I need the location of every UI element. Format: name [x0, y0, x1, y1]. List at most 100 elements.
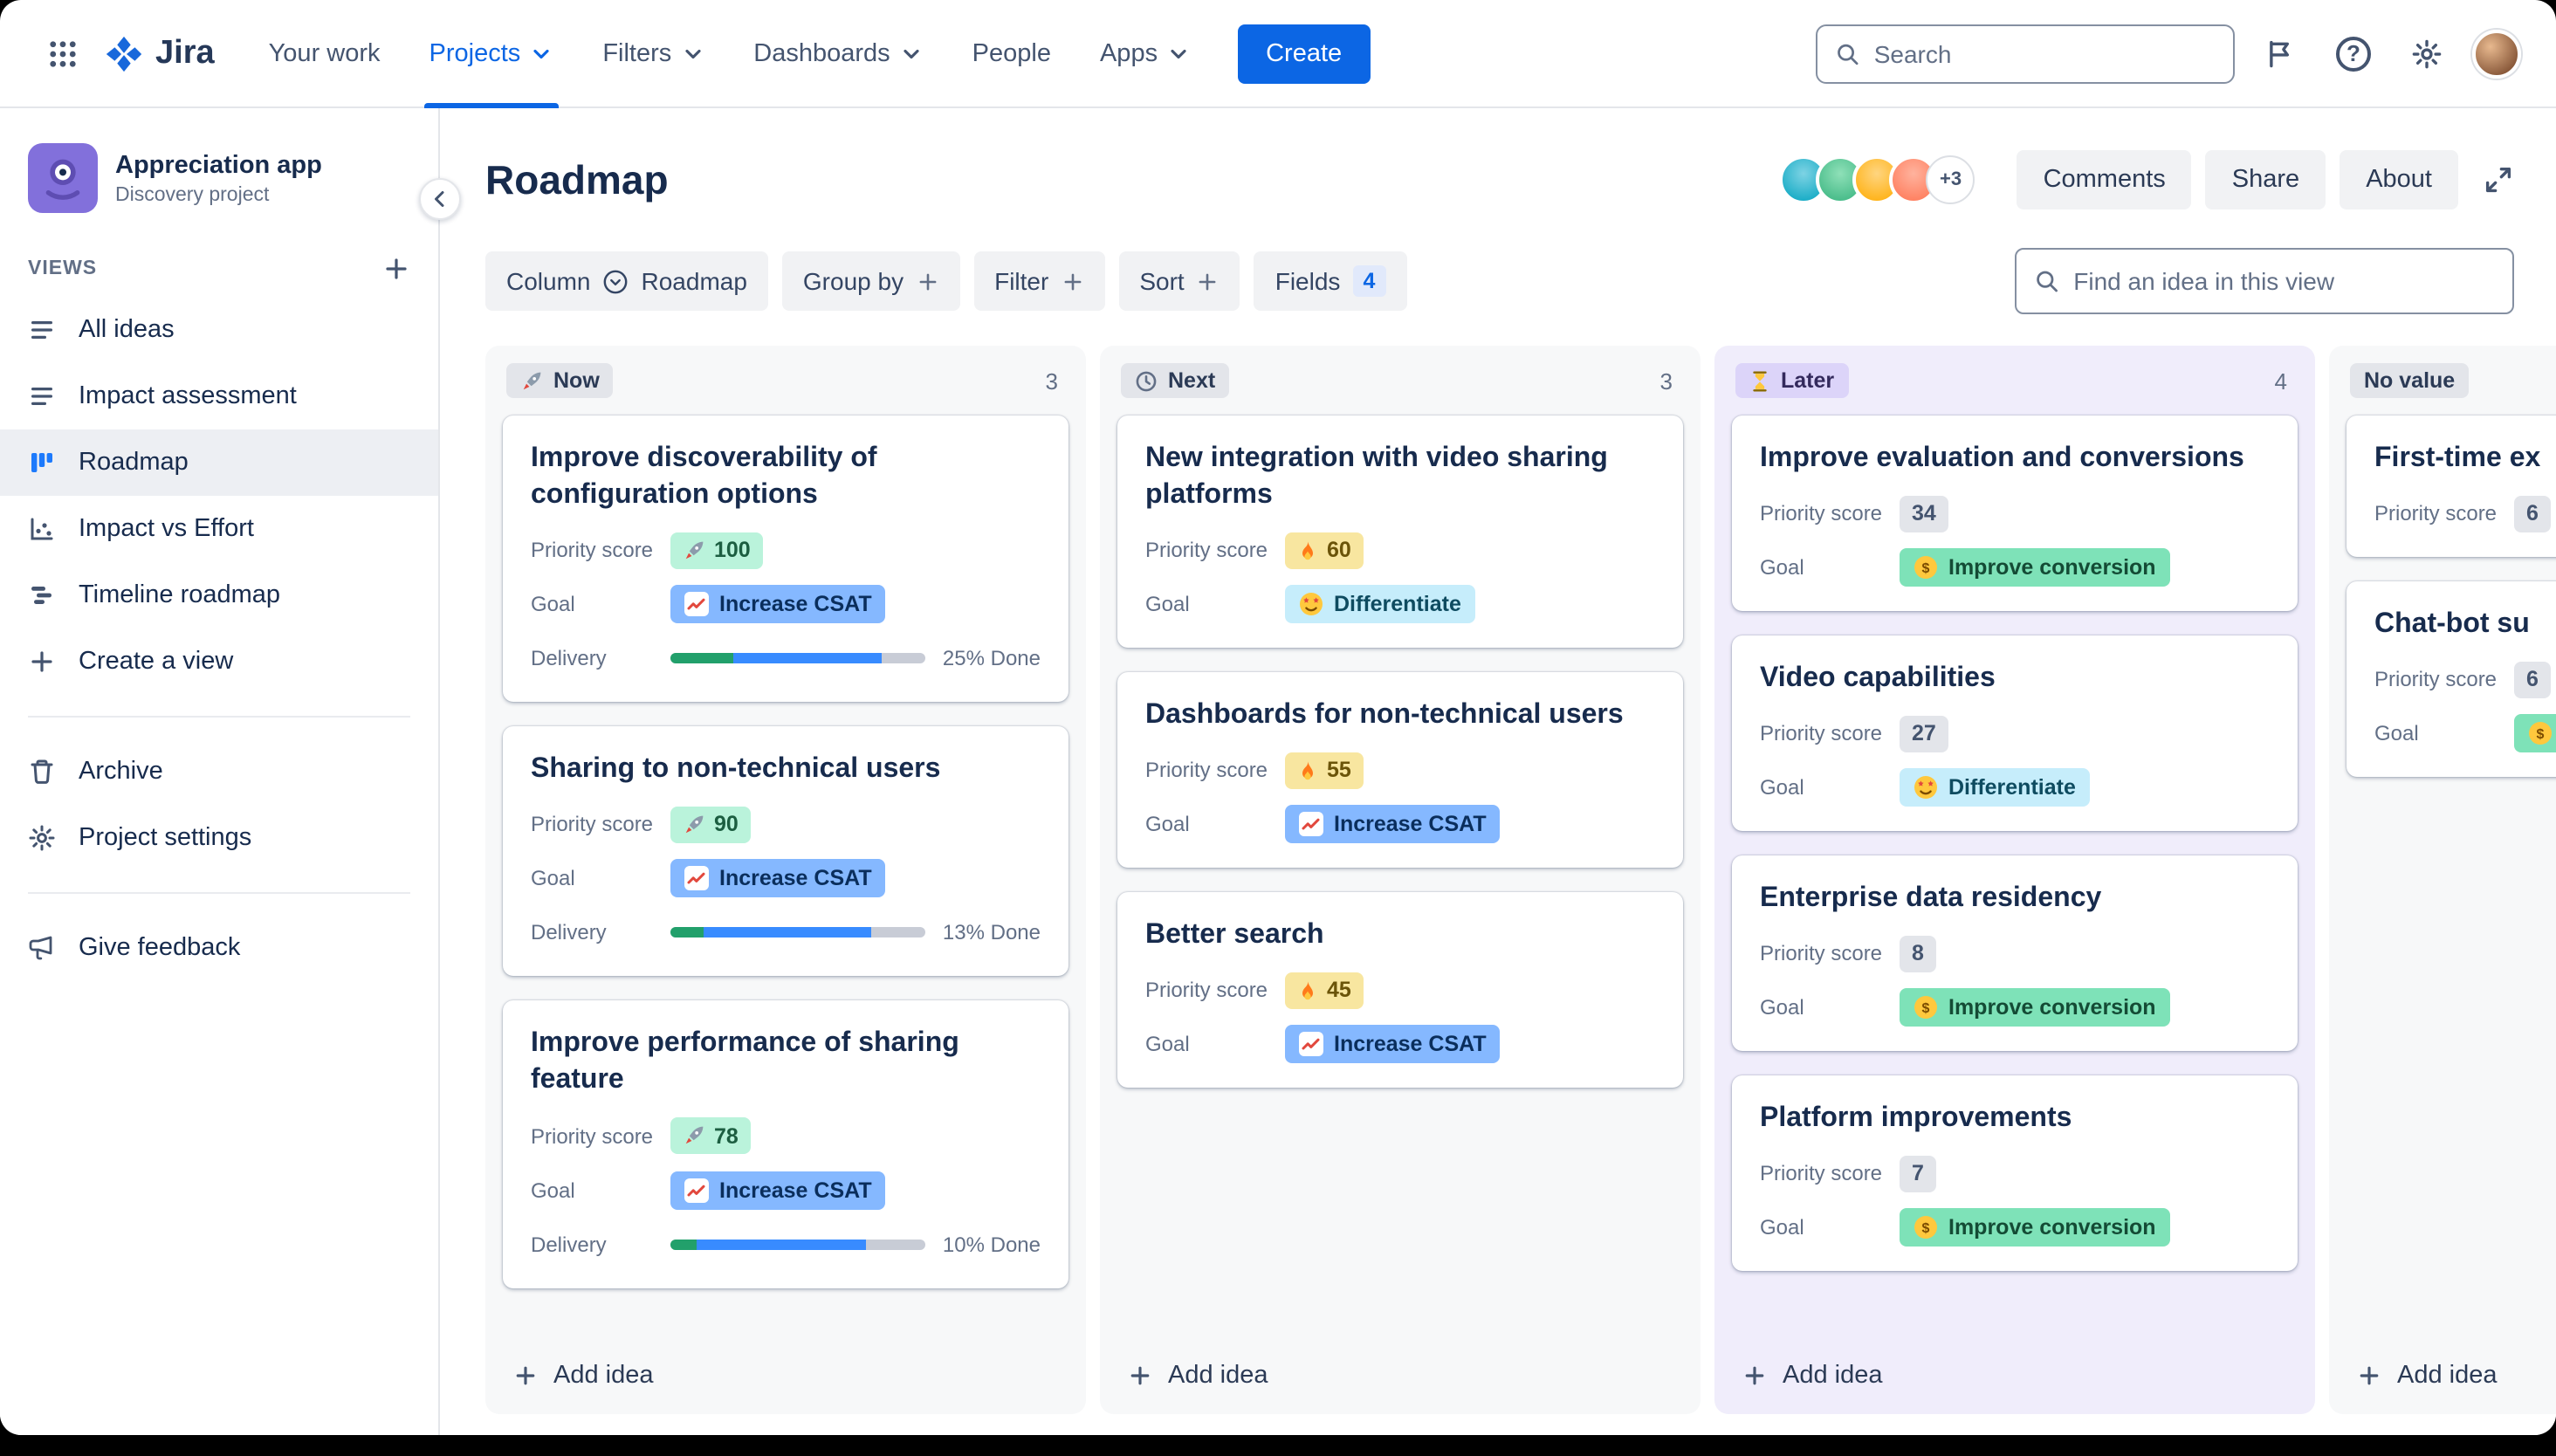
- fullscreen-button[interactable]: [2483, 164, 2514, 196]
- delivery-row: Delivery 25% Done: [531, 639, 1041, 677]
- sidebar-item-impact-assessment[interactable]: Impact assessment: [0, 363, 438, 429]
- field-label: Priority score: [531, 812, 654, 837]
- plus-icon: [918, 272, 936, 290]
- help-button[interactable]: ?: [2326, 25, 2381, 81]
- nav-your-work[interactable]: Your work: [246, 0, 403, 107]
- idea-card[interactable]: Improve performance of sharing feature P…: [503, 1000, 1068, 1288]
- field-label: Priority score: [531, 1123, 654, 1149]
- sidebar-item-give-feedback[interactable]: Give feedback: [0, 915, 438, 981]
- priority-score-badge: 100: [670, 532, 763, 569]
- idea-card[interactable]: Dashboards for non-technical users Prior…: [1117, 672, 1683, 869]
- money-icon: $: [1914, 996, 1937, 1020]
- field-label: Delivery: [531, 646, 607, 671]
- nav-dashboards[interactable]: Dashboards: [731, 0, 945, 107]
- idea-card[interactable]: Chat-bot su Priority score 6 Goal $: [2346, 581, 2556, 778]
- sidebar-item-create-a-view[interactable]: Create a view: [0, 628, 438, 695]
- find-idea-input[interactable]: [2073, 267, 2495, 295]
- sidebar-item-project-settings[interactable]: Project settings: [0, 805, 438, 871]
- column-chip[interactable]: Next: [1121, 363, 1230, 398]
- settings-button[interactable]: [2399, 25, 2455, 81]
- idea-card[interactable]: Improve discoverability of configuration…: [503, 416, 1068, 703]
- nav-filters[interactable]: Filters: [580, 0, 727, 107]
- project-sidebar: Appreciation app Discovery project VIEWS…: [0, 108, 440, 1435]
- field-label: Priority score: [1760, 501, 1883, 526]
- idea-card[interactable]: Improve evaluation and conversions Prior…: [1732, 416, 2298, 612]
- nav-projects[interactable]: Projects: [407, 0, 577, 107]
- priority-row: Priority score 55: [1145, 752, 1655, 790]
- goal-tag: Increase CSAT: [670, 859, 886, 898]
- collaborator-avatars[interactable]: +3: [1779, 155, 1975, 204]
- add-idea-button[interactable]: Add idea: [1100, 1341, 1701, 1414]
- add-idea-button[interactable]: Add idea: [485, 1341, 1086, 1414]
- avatar-overflow-count[interactable]: +3: [1926, 155, 1975, 204]
- idea-card[interactable]: Video capabilities Priority score 27 Goa…: [1732, 635, 2298, 832]
- nav-label: People: [972, 39, 1051, 67]
- sort-control[interactable]: Sort: [1118, 251, 1240, 311]
- fields-control[interactable]: Fields 4: [1254, 251, 1407, 311]
- add-idea-button[interactable]: Add idea: [2329, 1341, 2556, 1414]
- field-label: Priority score: [1145, 978, 1268, 1003]
- comments-button[interactable]: Comments: [2017, 150, 2192, 209]
- notifications-button[interactable]: [2252, 25, 2308, 81]
- global-search[interactable]: [1816, 24, 2235, 83]
- priority-score-badge: 6: [2514, 661, 2551, 698]
- idea-card[interactable]: Sharing to non-technical users Priority …: [503, 726, 1068, 977]
- goal-label: Improve conversion: [1948, 1215, 2156, 1240]
- priority-score: 27: [1912, 721, 1936, 746]
- about-button[interactable]: About: [2340, 150, 2458, 209]
- user-avatar[interactable]: [2472, 29, 2521, 78]
- add-idea-button[interactable]: Add idea: [1714, 1341, 2315, 1414]
- search-input[interactable]: [1873, 39, 2216, 67]
- app-switcher-button[interactable]: [35, 25, 91, 81]
- column-chip[interactable]: Now: [506, 363, 614, 398]
- group-by-control[interactable]: Group by: [781, 251, 960, 311]
- roadmap-board: Now 3 Improve discoverability of configu…: [440, 346, 2556, 1414]
- idea-card[interactable]: Enterprise data residency Priority score…: [1732, 855, 2298, 1052]
- share-button[interactable]: Share: [2205, 150, 2326, 209]
- sidebar-item-all-ideas[interactable]: All ideas: [0, 297, 438, 363]
- idea-card[interactable]: New integration with video sharing platf…: [1117, 416, 1683, 649]
- sidebar-item-roadmap[interactable]: Roadmap: [0, 429, 438, 496]
- find-idea-search[interactable]: [2015, 248, 2514, 314]
- nav-people[interactable]: People: [950, 0, 1074, 107]
- view-toolbar: Column Roadmap Group by Filter Sort: [440, 248, 2556, 314]
- add-view-button[interactable]: [382, 255, 410, 283]
- goal-row: Goal $ Improve conversion: [2374, 714, 2556, 753]
- column-count: 3: [1045, 367, 1058, 394]
- priority-score-badge: 60: [1285, 532, 1364, 569]
- column-chip[interactable]: No value: [2350, 363, 2470, 398]
- priority-score: 55: [1327, 758, 1351, 783]
- column-cards: New integration with video sharing platf…: [1100, 405, 1701, 1106]
- priority-row: Priority score 34: [1760, 494, 2270, 532]
- rocket-icon: [685, 815, 704, 833]
- rocket-icon: [685, 541, 704, 559]
- idea-title: Sharing to non-technical users: [531, 754, 941, 785]
- sidebar-item-impact-vs-effort[interactable]: Impact vs Effort: [0, 496, 438, 562]
- priority-score-badge: 55: [1285, 752, 1364, 789]
- plus-icon: [1130, 1366, 1150, 1385]
- project-header[interactable]: Appreciation app Discovery project: [0, 143, 438, 213]
- priority-score: 34: [1912, 501, 1936, 526]
- board-icon: [31, 453, 52, 472]
- sidebar-item-archive[interactable]: Archive: [0, 738, 438, 805]
- column-layout-control[interactable]: Column Roadmap: [485, 251, 768, 311]
- collapse-sidebar-button[interactable]: [419, 178, 461, 220]
- priority-score: 45: [1327, 978, 1351, 1003]
- create-button[interactable]: Create: [1238, 24, 1371, 83]
- idea-card[interactable]: First-time ex Priority score 6: [2346, 416, 2556, 558]
- jira-home-link[interactable]: Jira: [105, 34, 215, 72]
- priority-score: 8: [1912, 941, 1924, 966]
- idea-card[interactable]: Better search Priority score 45 Goal: [1117, 892, 1683, 1089]
- priority-row: Priority score 8: [1760, 935, 2270, 973]
- plus-icon: [1199, 272, 1217, 290]
- goal-label: Increase CSAT: [1334, 812, 1487, 837]
- sidebar-item-timeline-roadmap[interactable]: Timeline roadmap: [0, 562, 438, 628]
- filter-control[interactable]: Filter: [973, 251, 1105, 311]
- priority-row: Priority score 100: [531, 531, 1041, 569]
- nav-apps[interactable]: Apps: [1077, 0, 1213, 107]
- field-label: Goal: [1145, 1032, 1190, 1057]
- idea-card[interactable]: Platform improvements Priority score 7 G…: [1732, 1075, 2298, 1272]
- column-chip[interactable]: Later: [1735, 363, 1849, 398]
- money-icon: $: [1914, 556, 1937, 580]
- sidebar-item-label: All ideas: [79, 316, 175, 344]
